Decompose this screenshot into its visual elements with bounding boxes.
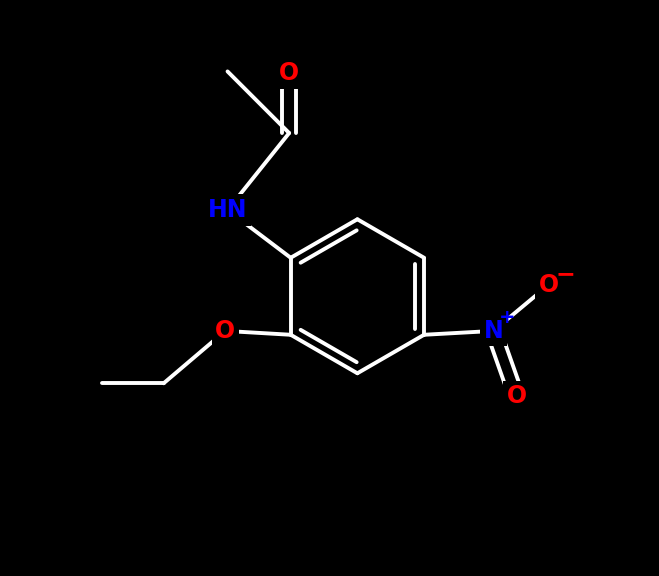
Text: −: − <box>556 262 575 286</box>
Text: N: N <box>484 319 503 343</box>
Text: O: O <box>279 61 299 85</box>
Text: O: O <box>215 319 235 343</box>
Text: HN: HN <box>208 198 247 222</box>
Text: O: O <box>539 272 559 297</box>
Text: O: O <box>506 384 527 408</box>
Text: +: + <box>499 308 515 327</box>
